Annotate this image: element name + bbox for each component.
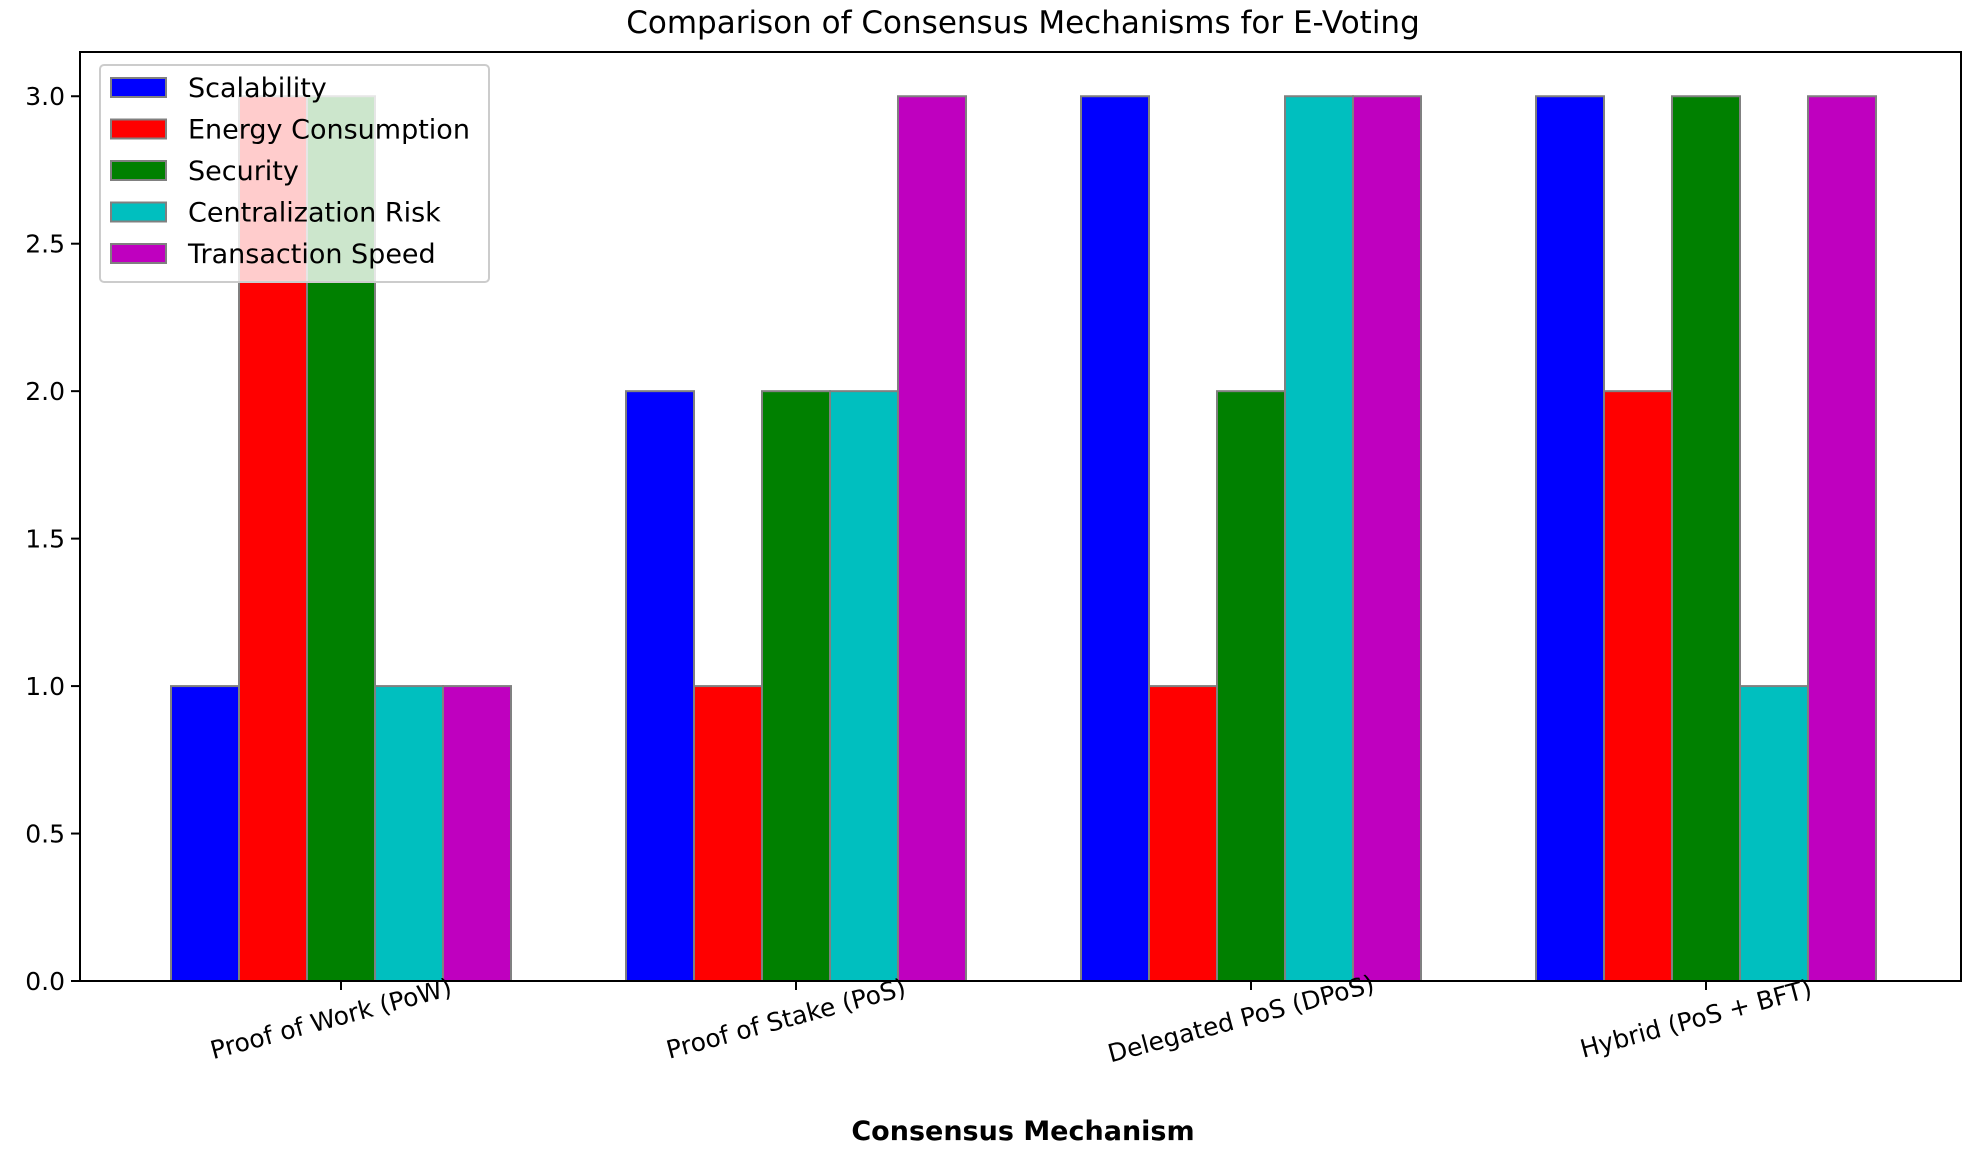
- bar-energy-consumption-2: [1148, 685, 1218, 982]
- chart-title: Comparison of Consensus Mechanisms for E…: [626, 5, 1420, 41]
- legend-swatch: [110, 160, 167, 181]
- legend-label: Scalability: [188, 73, 327, 104]
- x-tick-label: Proof of Work (PoW): [207, 973, 455, 1065]
- legend-swatch: [110, 77, 167, 98]
- legend-label: Centralization Risk: [188, 198, 441, 229]
- y-axis: 0.0 0.5 1.0 1.5 2.0 2.5 3.0: [25, 82, 80, 996]
- y-tick-label: 0.5: [25, 820, 65, 849]
- bar-security-2: [1216, 390, 1286, 982]
- x-axis-label: Consensus Mechanism: [851, 1116, 1194, 1147]
- bar-transaction-speed-3: [1807, 95, 1877, 982]
- bar-transaction-speed-2: [1352, 95, 1422, 982]
- x-tick-label: Hybrid (PoS + BFT): [1577, 974, 1815, 1064]
- legend-swatch: [110, 243, 167, 264]
- x-tick-label: Proof of Stake (PoS): [663, 973, 909, 1065]
- plot-frame: [79, 51, 1962, 982]
- y-tick-label: 2.0: [25, 377, 65, 406]
- legend-swatch: [110, 118, 167, 140]
- legend-box: [99, 64, 490, 283]
- x-axis: Proof of Work (PoW) Proof of Stake (PoS) D…: [207, 969, 1815, 1068]
- legend-label: Energy Consumption: [188, 115, 470, 146]
- bar-energy-consumption-3: [1603, 390, 1673, 982]
- y-tick-label: 0.0: [25, 967, 65, 996]
- legend-label: Security: [188, 156, 299, 187]
- bar-scalability-3: [1535, 95, 1605, 982]
- y-tick-label: 1.0: [25, 672, 65, 701]
- y-tick-label: 3.0: [25, 82, 65, 111]
- legend-swatch: [110, 201, 167, 223]
- y-tick-label: 1.5: [25, 525, 65, 554]
- bar-security-1: [761, 390, 831, 982]
- bar-centralization-risk-1: [829, 390, 899, 982]
- bar-centralization-risk-0: [374, 685, 444, 982]
- bar-energy-consumption-1: [693, 685, 763, 982]
- bar-scalability-2: [1080, 95, 1150, 982]
- bar-scalability-0: [170, 685, 240, 982]
- legend-label: Transaction Speed: [187, 239, 436, 270]
- bar-centralization-risk-3: [1739, 685, 1809, 982]
- legend: Scalability Energy Consumption Security Cen…: [99, 64, 490, 283]
- bar-security-3: [1671, 95, 1741, 982]
- bar-transaction-speed-0: [442, 685, 512, 982]
- bar-scalability-1: [625, 390, 695, 982]
- bar-transaction-speed-1: [897, 95, 967, 982]
- bar-centralization-risk-2: [1284, 95, 1354, 982]
- x-tick-label: Delegated PoS (DPoS): [1105, 969, 1378, 1068]
- y-tick-label: 2.5: [25, 230, 65, 259]
